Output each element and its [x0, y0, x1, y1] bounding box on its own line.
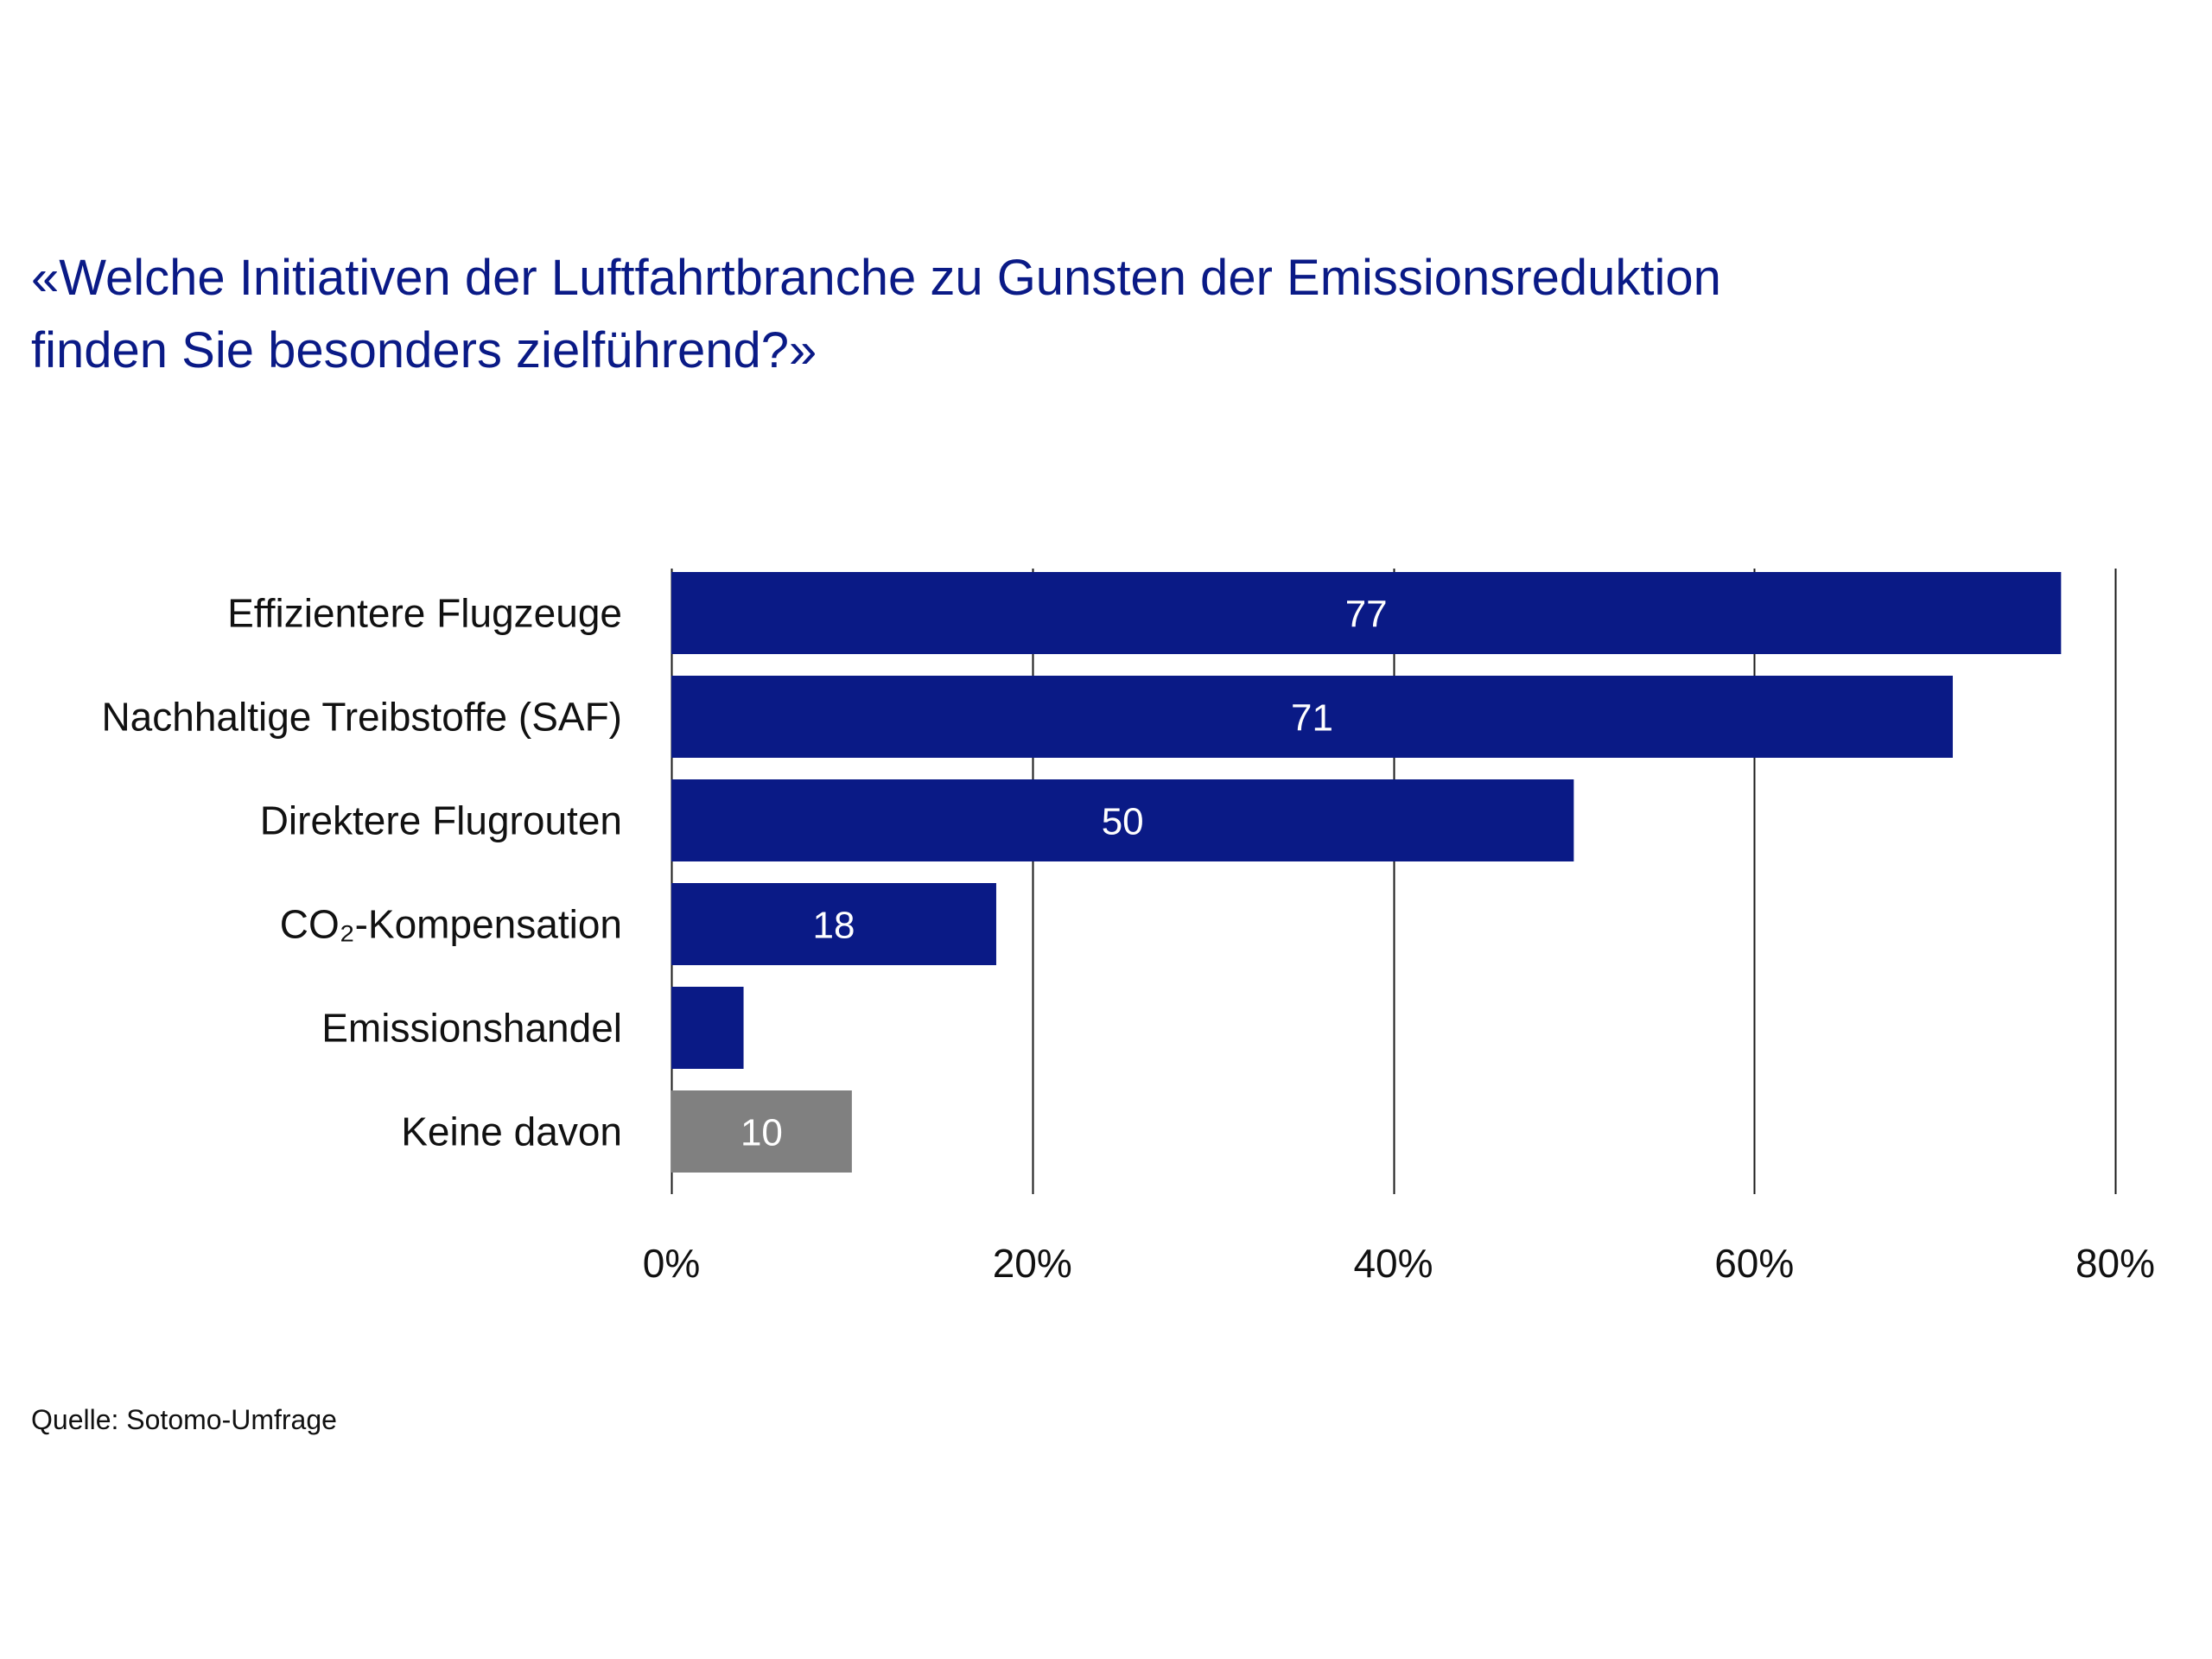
bar [671, 987, 744, 1069]
value-labels: 77 71 50 18 10 [741, 594, 1388, 1154]
data-label: 18 [813, 905, 855, 947]
category-label: Emissionshandel [321, 1006, 622, 1051]
bar [671, 676, 1954, 758]
bar [671, 779, 1574, 861]
bar [671, 572, 2062, 654]
data-label: 10 [741, 1112, 783, 1154]
chart-title-line-2: finden Sie besonders zielführend?» [31, 322, 817, 378]
category-label: CO₂-Kompensation [280, 902, 622, 947]
data-label: 50 [1102, 801, 1144, 843]
data-label: 77 [1345, 594, 1388, 636]
x-tick-label: 80% [2075, 1241, 2155, 1286]
x-axis-tick-labels: 0% 20% 40% 60% 80% [643, 1241, 2155, 1286]
category-label: Direktere Flugrouten [260, 798, 622, 843]
x-tick-label: 40% [1353, 1241, 1433, 1286]
chart-title: «Welche Initiativen der Luftfahrtbranche… [31, 242, 1932, 387]
source-note: Quelle: Sotomo-Umfrage [31, 1404, 337, 1435]
bars [671, 572, 2062, 1173]
category-label: Keine davon [401, 1109, 622, 1154]
category-labels: Effizientere Flugzeuge Nachhaltige Treibs… [101, 591, 622, 1154]
chart-title-line-1: «Welche Initiativen der Luftfahrtbranche… [31, 250, 1721, 306]
data-label: 71 [1291, 697, 1333, 740]
x-tick-label: 60% [1714, 1241, 1794, 1286]
bar [671, 1090, 852, 1173]
category-label: Nachhaltige Treibstoffe (SAF) [101, 695, 622, 740]
bar [671, 883, 996, 965]
x-tick-label: 20% [993, 1241, 1072, 1286]
gridlines [671, 569, 2117, 1194]
x-tick-label: 0% [643, 1241, 700, 1286]
category-label: Effizientere Flugzeuge [227, 591, 622, 636]
